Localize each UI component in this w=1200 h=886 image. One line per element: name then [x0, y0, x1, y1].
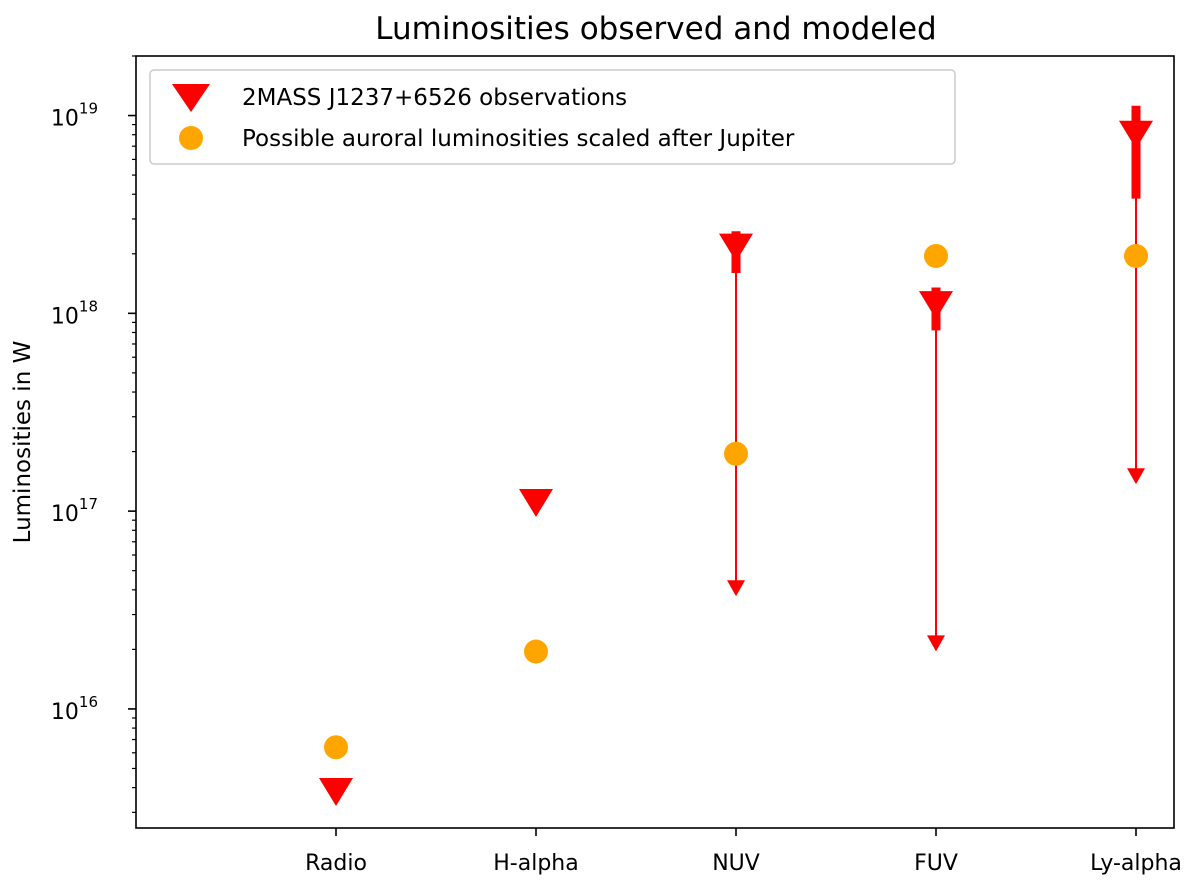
observation-point [519, 488, 553, 517]
model-point [724, 441, 748, 466]
model-point [524, 639, 548, 664]
legend-label-auroral: Possible auroral luminosities scaled aft… [242, 126, 795, 152]
plot-area [135, 55, 1175, 829]
observation-point [319, 778, 353, 807]
x-ticks: Radio H-alpha NUV FUV Ly-alpha [305, 828, 1182, 876]
observation-point [719, 233, 753, 262]
model-point [324, 735, 348, 760]
observation-point [1119, 120, 1153, 149]
upper-limit-arrowhead [1127, 468, 1145, 485]
legend-box [149, 69, 956, 165]
upper-limit-arrowhead [727, 580, 745, 597]
x-tick-label: NUV [712, 851, 760, 876]
x-tick-label: H-alpha [493, 851, 578, 876]
legend: 2MASS J1237+6526 observations Possible a… [149, 69, 956, 165]
x-tick-label: Ly-alpha [1090, 851, 1182, 876]
y-tick-label-16: 1016 [51, 693, 98, 725]
legend-triangle-marker [172, 84, 210, 112]
upper-limit-arrowhead [927, 635, 945, 652]
model-point [1124, 243, 1148, 268]
y-ticks: 1016 1017 1018 1019 [51, 55, 136, 813]
model-point [924, 243, 948, 268]
x-tick-label: Radio [305, 851, 367, 876]
chart-title: Luminosities observed and modeled [375, 11, 936, 47]
data-marks [319, 105, 1153, 807]
legend-circle-marker [179, 126, 203, 150]
observation-point [919, 291, 953, 320]
y-axis-label: Luminosities in W [10, 341, 36, 544]
y-tick-label-19: 1019 [51, 100, 98, 132]
x-tick-label: FUV [914, 851, 958, 876]
legend-label-observations: 2MASS J1237+6526 observations [242, 85, 627, 111]
y-tick-label-18: 1018 [51, 297, 98, 329]
y-tick-label-17: 1017 [51, 495, 98, 527]
